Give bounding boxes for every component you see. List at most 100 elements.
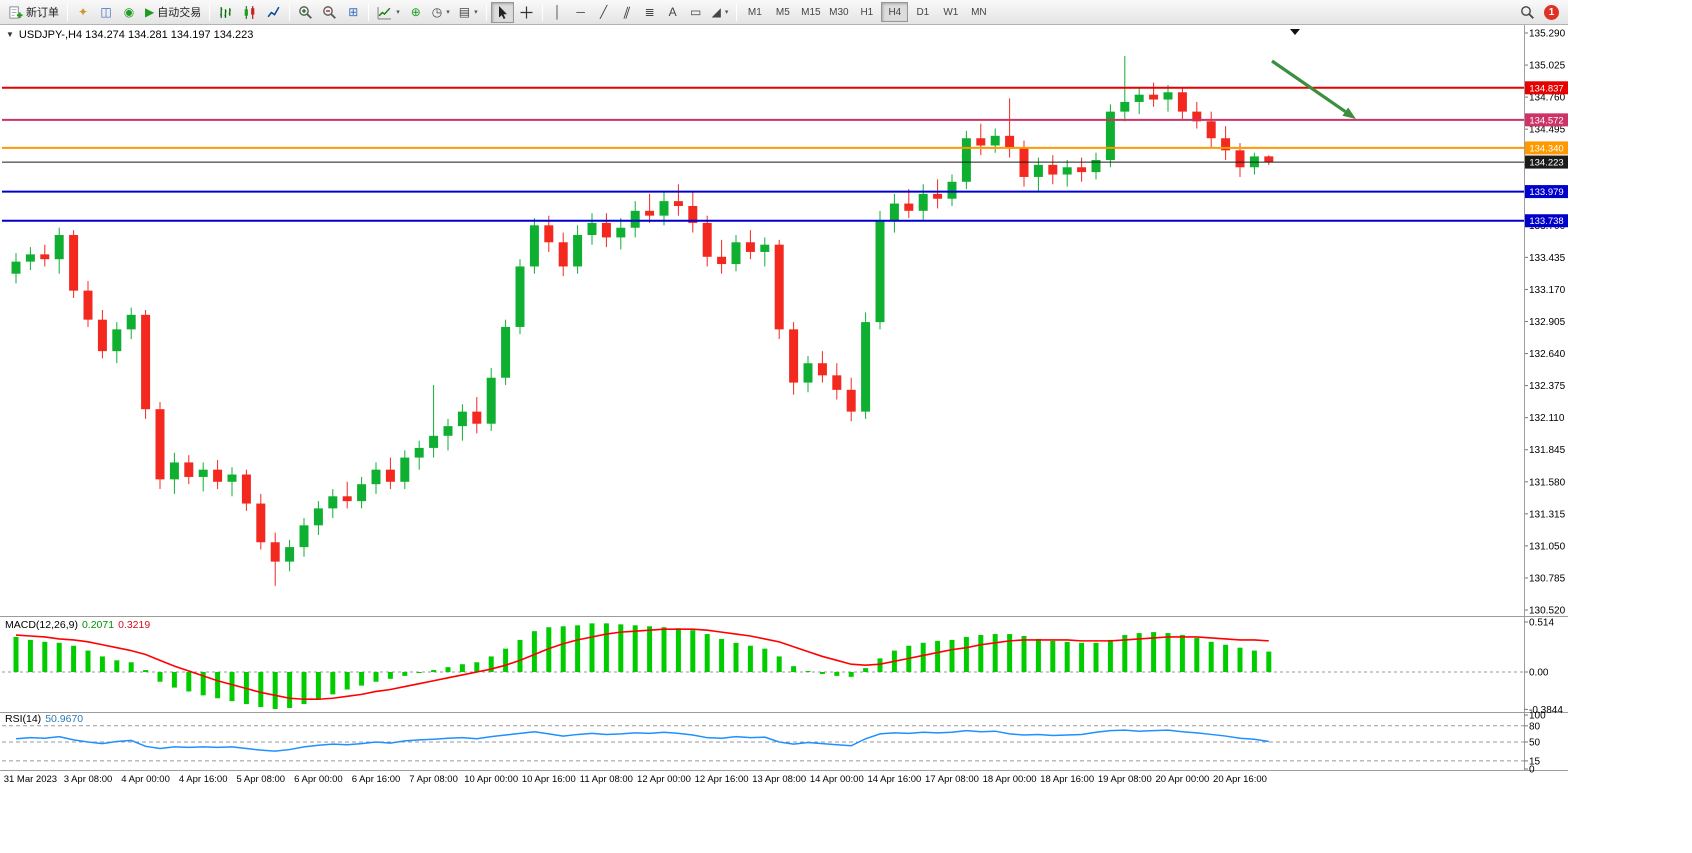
macd-histogram-bar [474, 662, 480, 672]
timeframe-button-m1[interactable]: M1 [741, 2, 768, 22]
zoom-in-button[interactable] [294, 2, 317, 23]
terminal-button[interactable]: ◉ [118, 2, 140, 23]
macd-histogram-bar [805, 671, 811, 673]
candlestick-icon [244, 5, 255, 19]
text-tool-button[interactable]: A [662, 2, 684, 23]
indicator-list-button[interactable]: ▾ [373, 2, 404, 23]
candle-body [1048, 164, 1058, 175]
zoom-in-icon [299, 5, 313, 19]
add-indicator-icon: ⊕ [410, 5, 421, 19]
toolbar-separator [736, 3, 738, 21]
macd-histogram-bar [272, 672, 278, 709]
rsi-name: RSI(14) [5, 713, 42, 725]
candle-body [702, 222, 712, 257]
candle-body [112, 329, 122, 352]
templates-button[interactable]: ▤ ▾ [455, 2, 482, 23]
notification-badge[interactable]: 1 [1544, 4, 1559, 20]
macd-histogram-bar [416, 672, 422, 673]
macd-histogram-bar [258, 672, 264, 708]
candle-body [83, 290, 93, 320]
periods-button[interactable]: ◷ ▾ [428, 2, 454, 23]
time-tick-label: 14 Apr 16:00 [867, 774, 921, 785]
candle-body [601, 222, 611, 238]
time-tick-label: 18 Apr 00:00 [983, 774, 1037, 785]
tile-windows-icon: ⊞ [348, 5, 359, 19]
time-tick-label: 10 Apr 16:00 [522, 774, 576, 785]
macd-signal-line [15, 628, 1269, 701]
chart-canvas[interactable]: 135.290135.025134.760134.495134.230133.9… [0, 25, 1568, 853]
vertical-line-icon: │ [553, 5, 562, 19]
horizontal-line-tool-button[interactable]: ─ [570, 2, 592, 23]
shapes-icon: ◢ [711, 5, 721, 19]
candle-body [1149, 94, 1159, 100]
time-axis: 31 Mar 2023 3 Apr 08:00 4 Apr 00:00 4 Apr 1… [4, 774, 1267, 785]
channel-tool-button[interactable]: ∥ [616, 2, 638, 23]
fibonacci-tool-button[interactable]: ≣ [639, 2, 661, 23]
auto-trading-button[interactable]: ▶ 自动交易 [141, 2, 205, 23]
macd-histogram-bar [546, 627, 552, 672]
candle-body [789, 329, 799, 383]
timeframe-button-h4[interactable]: H4 [881, 2, 909, 22]
crosshair-icon [520, 6, 533, 18]
search-button[interactable] [1516, 2, 1539, 23]
new-order-button[interactable]: 新订单 [4, 2, 63, 23]
market-watch-button[interactable]: ◫ [95, 2, 117, 23]
candle-body [1134, 94, 1144, 102]
timeframe-button-h1[interactable]: H1 [853, 2, 880, 22]
template-icon: ▤ [458, 5, 471, 19]
price-tick-label: 131.315 [1529, 509, 1566, 520]
macd-histogram-bar [1007, 634, 1013, 672]
price-tick-label: 131.050 [1529, 541, 1566, 552]
crosshair-tool-button[interactable] [515, 2, 538, 23]
timeframe-button-m5[interactable]: M5 [769, 2, 796, 22]
timeframe-button-w1[interactable]: W1 [937, 2, 964, 22]
price-tag-label: 134.223 [1529, 158, 1563, 169]
chart-shift-marker[interactable] [1290, 29, 1300, 35]
candle-body [904, 203, 914, 211]
rsi-tick-label: 50 [1529, 738, 1541, 749]
macd-histogram-bar [387, 672, 393, 679]
macd-histogram-bar [128, 662, 134, 672]
toolbar-right-group: 1 [1516, 2, 1564, 23]
macd-histogram-bar [56, 642, 62, 672]
shapes-tool-button[interactable]: ◢ ▾ [708, 2, 733, 23]
expert-advisors-button[interactable]: ✦ [72, 2, 94, 23]
macd-histogram-bar [603, 623, 609, 672]
line-chart-type-button[interactable] [262, 2, 285, 23]
candle-body [529, 225, 539, 267]
macd-histogram-bar [963, 636, 969, 672]
collapse-arrow-icon[interactable]: ▼ [6, 30, 14, 39]
time-tick-label: 20 Apr 16:00 [1213, 774, 1267, 785]
trendline-icon: ╱ [599, 5, 608, 19]
toolbar-separator [289, 3, 291, 21]
vertical-line-tool-button[interactable]: │ [547, 2, 569, 23]
trendline-tool-button[interactable]: ╱ [593, 2, 615, 23]
macd-histogram-bar [978, 635, 984, 672]
candle-body [659, 201, 669, 216]
macd-histogram-bar [215, 672, 221, 699]
tile-windows-button[interactable]: ⊞ [342, 2, 364, 23]
candle-body [673, 201, 683, 206]
timeframe-button-mn[interactable]: MN [965, 2, 992, 22]
candle-body [1091, 160, 1101, 173]
bar-chart-type-button[interactable] [214, 2, 237, 23]
cursor-tool-button[interactable] [490, 1, 514, 23]
label-tool-button[interactable]: ▭ [685, 2, 707, 23]
timeframe-button-m30[interactable]: M30 [825, 2, 852, 22]
candlestick-type-button[interactable] [238, 2, 261, 23]
candle-body [558, 242, 568, 267]
candle-body [645, 210, 655, 216]
candle-body [573, 235, 583, 267]
macd-histogram-bar [1035, 638, 1041, 672]
timeframe-button-m15[interactable]: M15 [797, 2, 824, 22]
timeframe-button-d1[interactable]: D1 [909, 2, 936, 22]
zoom-out-button[interactable] [318, 2, 341, 23]
macd-histogram-bar [791, 666, 797, 672]
arrow-annotation[interactable] [1271, 59, 1347, 113]
macd-histogram-bar [186, 672, 192, 692]
add-indicator-button[interactable]: ⊕ [405, 2, 427, 23]
macd-histogram-bar [618, 624, 624, 672]
zoom-out-icon [323, 5, 337, 19]
arrow-annotation-head[interactable] [1342, 107, 1356, 119]
price-tag [1525, 141, 1568, 155]
